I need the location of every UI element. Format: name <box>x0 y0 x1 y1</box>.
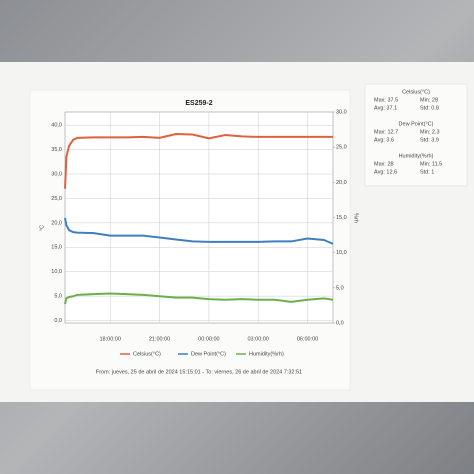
x-tick-label: 18:00:00 <box>100 336 121 342</box>
y-tick-label: 15,0 <box>51 245 62 251</box>
y-tick-label: 40,0 <box>51 123 62 129</box>
stats-value: Max: 12.7 <box>374 129 398 135</box>
y2-tick-label: 5,0 <box>336 285 344 291</box>
footer: From: jueves, 25 de abril de 2024 15:15:… <box>96 369 302 375</box>
stats-value: Avg: 12.6 <box>374 169 397 175</box>
series-line <box>64 292 334 305</box>
stats-value: Avg: 37.1 <box>374 105 397 111</box>
stats-value: Min: 2.3 <box>420 129 440 135</box>
y2-tick-label: 25,0 <box>336 145 347 151</box>
x-tick-label: 06:00:00 <box>297 336 318 342</box>
y-tick-label: 20,0 <box>51 220 62 226</box>
stats-panel <box>364 83 468 187</box>
legend-label: Humidity(%rh) <box>249 351 284 357</box>
y-tick-label: 35,0 <box>51 147 62 153</box>
y2-tick-label: 30,0 <box>336 109 347 115</box>
x-tick-label: 21:00:00 <box>149 336 170 342</box>
stats-value: Max: 28 <box>374 161 394 167</box>
stats-value: Avg: 3.6 <box>374 137 394 143</box>
series-line <box>64 217 334 245</box>
y-tick-label: 0,0 <box>54 318 62 324</box>
y2-tick-label: 15,0 <box>336 215 347 221</box>
stats-title: Dew Point(°C) <box>399 121 434 127</box>
y-tick-label: 30,0 <box>51 171 62 177</box>
y-tick-label: 25,0 <box>51 196 62 202</box>
stats-title: Celsius(°C) <box>402 89 430 95</box>
y-tick-label: 10,0 <box>51 269 62 275</box>
series-line <box>64 132 333 189</box>
legend-label: Celsius(°C) <box>133 351 161 357</box>
stats-value: Std: 0.8 <box>420 105 439 111</box>
y-axis-label: °C <box>39 225 45 231</box>
stats-value: Std: 3.9 <box>420 137 439 143</box>
stats-title: Humidity(%rh) <box>399 153 434 159</box>
stats-value: Min: 11.5 <box>420 161 442 167</box>
stats-value: Min: 28 <box>420 97 438 103</box>
y2-tick-label: 10,0 <box>336 250 347 256</box>
x-tick-label: 00:00:00 <box>198 336 219 342</box>
chart-title: ES259-2 <box>185 100 212 107</box>
stats-value: Std: 1 <box>420 169 434 175</box>
y2-tick-label: 0,0 <box>336 320 344 326</box>
legend-label: Dew Point(°C) <box>191 351 226 357</box>
stats-value: Max: 37.5 <box>374 97 398 103</box>
plot-area <box>64 111 334 324</box>
y-tick-label: 5,0 <box>54 294 62 300</box>
y2-tick-label: 20,0 <box>336 180 347 186</box>
x-tick-label: 03:00:00 <box>248 336 269 342</box>
y2-axis-label: %rh <box>353 213 359 223</box>
